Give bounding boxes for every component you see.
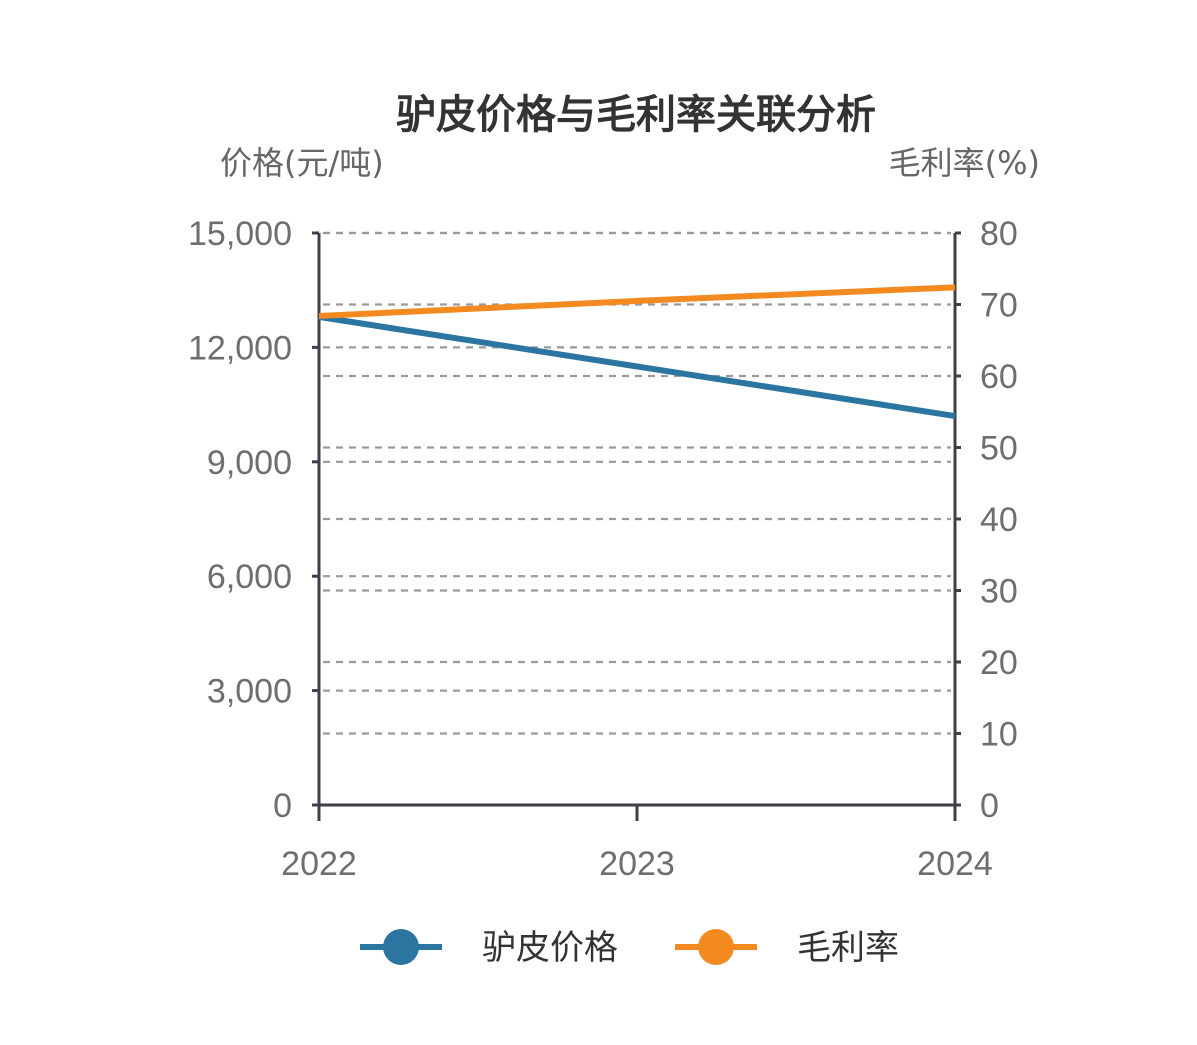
series-lines xyxy=(318,284,956,420)
legend: 驴皮价格 毛利率 xyxy=(360,928,899,968)
right-axis-ticks: 0 10 20 30 40 50 60 70 80 xyxy=(955,215,1018,825)
x-tick-label: 2023 xyxy=(599,845,675,883)
x-tick-label: 2024 xyxy=(917,845,993,883)
legend-label-0: 驴皮价格 xyxy=(482,928,618,968)
right-tick-label: 40 xyxy=(980,501,1018,539)
legend-label-1: 毛利率 xyxy=(797,928,899,968)
left-tick-label: 15,000 xyxy=(188,215,292,253)
right-tick-label: 60 xyxy=(980,358,1018,396)
left-axis-title: 价格(元/吨) xyxy=(220,144,384,182)
legend-marker-0 xyxy=(383,929,419,965)
right-axis-title: 毛利率(%) xyxy=(889,144,1040,182)
right-tick-label: 50 xyxy=(980,430,1018,468)
right-tick-label: 80 xyxy=(980,215,1018,253)
right-tick-label: 10 xyxy=(980,716,1018,754)
right-tick-label: 30 xyxy=(980,573,1018,611)
x-axis-ticks: 2022 2023 2024 xyxy=(281,805,993,883)
x-tick-label: 2022 xyxy=(281,845,357,883)
left-tick-label: 9,000 xyxy=(207,444,292,482)
left-tick-label: 6,000 xyxy=(207,558,292,596)
right-tick-label: 20 xyxy=(980,644,1018,682)
left-tick-label: 3,000 xyxy=(207,673,292,711)
left-axis-ticks: 0 3,000 6,000 9,000 12,000 15,000 xyxy=(188,215,319,825)
right-tick-label: 70 xyxy=(980,287,1018,325)
left-tick-label: 0 xyxy=(273,787,292,825)
chart-title: 驴皮价格与毛利率关联分析 xyxy=(396,92,876,138)
series-line-1 xyxy=(318,284,956,319)
right-tick-label: 0 xyxy=(980,787,999,825)
left-tick-label: 12,000 xyxy=(188,329,292,367)
legend-marker-1 xyxy=(698,929,734,965)
gridlines xyxy=(323,231,951,735)
